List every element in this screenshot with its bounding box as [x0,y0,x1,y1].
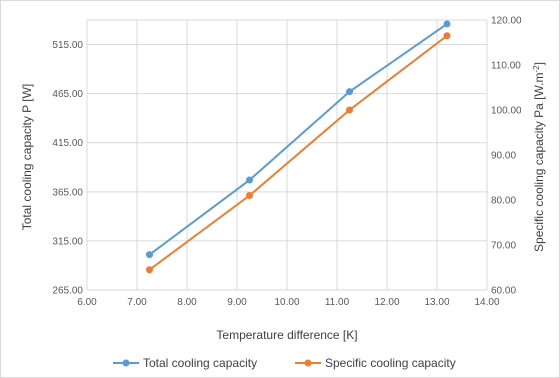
y-right-tick-label: 100.00 [491,106,522,117]
legend-marker-total [122,359,130,367]
x-tick-label: 11.00 [325,297,350,308]
data-point-series-0 [146,251,153,259]
x-tick-label: 13.00 [424,297,449,308]
tick-labels: 265.00 315.00 365.00 415.00 465.00 515.00 6.00… [52,16,522,309]
y-left-tick-label: 515.00 [52,40,83,51]
x-tick-label: 14.00 [474,297,499,308]
data-point-series-0 [443,20,451,28]
y-right-tick-label: 110.00 [491,61,521,72]
y-right-tick-label: 120.00 [491,16,522,27]
y-left-tick-label: 315.00 [52,236,83,247]
y-axis-right-title: Specific cooling capacity Pa [W.m-2] [532,62,547,252]
x-tick-label: 12.00 [374,297,399,308]
gridlines [86,19,488,291]
x-tick-label: 6.00 [77,297,97,308]
y-right-tick-label: 60.00 [491,286,516,297]
data-point-series-1 [346,106,353,114]
y-right-tick-label: 90.00 [491,151,516,162]
x-axis-title: Temperature difference [K] [216,328,357,342]
y-left-tick-label: 465.00 [52,89,83,100]
legend-label-total: Total cooling capacity [143,356,257,370]
x-tick-label: 9.00 [227,297,247,308]
data-point-series-1 [246,192,253,199]
data-point-series-0 [346,88,353,96]
y-right-tick-label: 80.00 [491,196,516,207]
y-axis-left-title: Total cooling capacity P [W] [20,84,34,231]
series-layer [146,20,451,274]
y-left-tick-label: 415.00 [52,138,83,149]
series-line-0 [148,23,448,256]
data-point-series-0 [246,176,253,184]
legend-marker-specific [304,359,312,367]
y-left-tick-label: 265.00 [52,286,83,297]
series-line-1 [148,34,448,271]
y-right-tick-label: 70.00 [491,241,516,252]
x-tick-label: 8.00 [177,297,197,308]
y-axis-right-title-main: Specific cooling capacity Pa [W.m [532,73,546,252]
y-axis-right-title-sup: -2 [532,65,541,73]
data-point-series-1 [146,266,153,274]
legend: Total cooling capacity Specific cooling … [113,356,456,370]
x-tick-label: 10.00 [274,297,299,308]
x-tick-label: 7.00 [127,297,147,308]
legend-label-specific: Specific cooling capacity [325,356,456,370]
data-point-series-1 [443,32,451,40]
y-axis-right-title-end: ] [532,62,546,65]
y-left-tick-label: 365.00 [52,187,83,198]
